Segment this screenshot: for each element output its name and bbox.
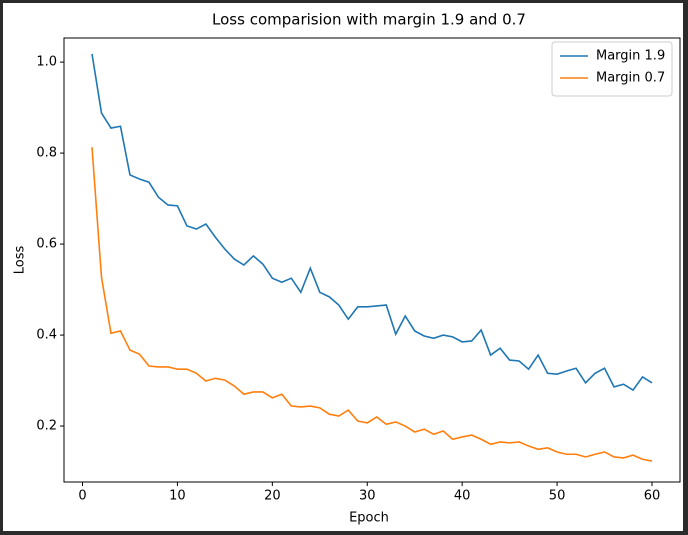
x-tick-label: 30: [359, 489, 376, 504]
x-tick-label: 0: [78, 489, 86, 504]
y-tick-label: 0.2: [36, 419, 57, 434]
y-axis-label: Loss: [13, 246, 28, 275]
y-tick-label: 0.4: [36, 328, 57, 343]
x-axis-label: Epoch: [349, 511, 389, 526]
plot-frame: [63, 37, 681, 483]
line-series: [91, 53, 653, 392]
y-tick-label: 1.0: [36, 55, 57, 70]
x-tick-label: 60: [644, 489, 661, 504]
y-tick-label: 0.8: [36, 146, 57, 161]
x-tick-label: 50: [549, 489, 566, 504]
y-tick-label: 0.6: [36, 237, 57, 252]
legend-label: Margin 1.9: [596, 49, 665, 64]
line-series: [91, 147, 653, 462]
legend-label: Margin 0.7: [596, 71, 665, 86]
x-tick-label: 20: [264, 489, 281, 504]
x-tick-label: 40: [454, 489, 471, 504]
chart-title: Loss comparision with margin 1.9 and 0.7: [212, 11, 526, 29]
x-tick-label: 10: [169, 489, 186, 504]
